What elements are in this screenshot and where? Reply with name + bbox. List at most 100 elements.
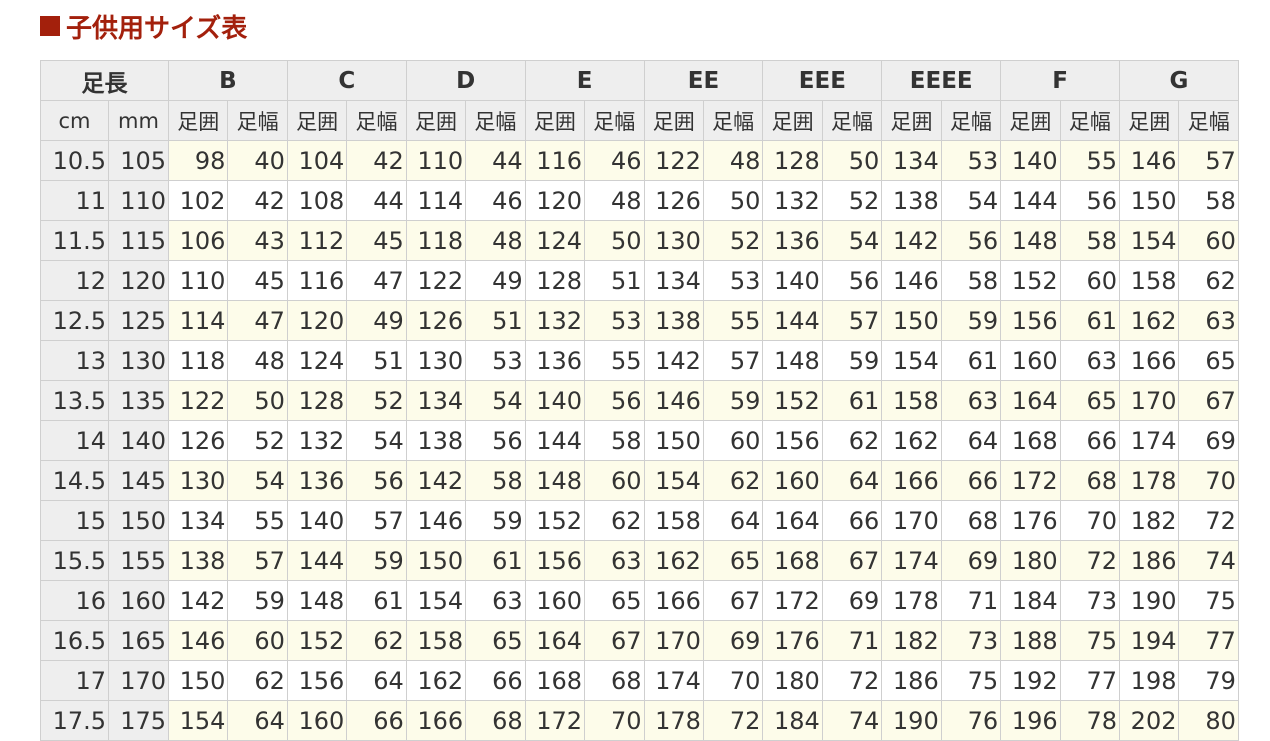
size-cell: 146 — [1119, 140, 1180, 181]
size-cell: 67 — [1178, 380, 1239, 421]
size-cell: 164 — [1000, 380, 1061, 421]
size-cell: 154 — [167, 700, 229, 741]
size-cell: 180 — [762, 660, 823, 701]
size-cell: 182 — [1119, 500, 1180, 541]
data-row: 13.5 135 122 50 128 52 134 54 140 56 146 59 152 61 158… — [40, 380, 1239, 421]
size-cell: 186 — [881, 660, 942, 701]
group-header: F — [1000, 60, 1121, 101]
size-cell: 62 — [346, 620, 407, 661]
size-cell: 132 — [286, 420, 348, 461]
size-cell: 180 — [1000, 540, 1061, 581]
size-cell: 57 — [821, 300, 883, 341]
data-row: 15 150 134 55 140 57 146 59 152 62 158 64 164 66 170 68… — [40, 500, 1239, 541]
size-cell: 106 — [167, 220, 229, 261]
subheader: 足囲 — [167, 100, 229, 141]
size-cell: 160 — [524, 580, 586, 621]
size-cell: 50 — [702, 180, 764, 221]
size-cell: 74 — [821, 700, 883, 741]
size-cell: 168 — [1000, 420, 1061, 461]
subheader: 足幅 — [584, 100, 645, 141]
size-cell: 65 — [584, 580, 645, 621]
data-row: 17 170 150 62 156 64 162 66 168 68 174 70 180 72 186 75… — [40, 660, 1239, 701]
subheader: 足囲 — [881, 100, 942, 141]
size-cell: 160 — [762, 460, 823, 501]
size-cell: 198 — [1119, 660, 1180, 701]
size-cell: 172 — [762, 580, 823, 621]
size-cell: 60 — [702, 420, 764, 461]
size-cell: 71 — [821, 620, 883, 661]
size-cell: 60 — [1059, 260, 1121, 301]
length-cell: 17 — [40, 660, 109, 701]
size-cell: 77 — [1059, 660, 1121, 701]
size-cell: 140 — [762, 260, 823, 301]
size-cell: 58 — [1178, 180, 1239, 221]
subheader: 足幅 — [940, 100, 1002, 141]
size-cell: 190 — [1119, 580, 1180, 621]
size-cell: 136 — [286, 460, 348, 501]
size-cell: 142 — [167, 580, 229, 621]
size-cell: 66 — [465, 660, 526, 701]
length-cell: 14 — [40, 420, 109, 461]
size-cell: 60 — [1178, 220, 1239, 261]
size-cell: 51 — [584, 260, 645, 301]
size-cell: 122 — [643, 140, 704, 181]
size-cell: 68 — [1059, 460, 1121, 501]
size-cell: 140 — [524, 380, 586, 421]
size-cell: 120 — [524, 180, 586, 221]
size-cell: 52 — [821, 180, 883, 221]
size-cell: 154 — [643, 460, 704, 501]
size-cell: 57 — [1178, 140, 1239, 181]
length-cell: 15 — [40, 500, 109, 541]
size-cell: 148 — [1000, 220, 1061, 261]
size-cell: 64 — [702, 500, 764, 541]
size-cell: 72 — [702, 700, 764, 741]
size-cell: 134 — [405, 380, 467, 421]
size-cell: 98 — [167, 140, 229, 181]
size-cell: 68 — [940, 500, 1002, 541]
size-cell: 118 — [167, 340, 229, 381]
size-cell: 118 — [405, 220, 467, 261]
size-cell: 56 — [584, 380, 645, 421]
subheader: 足囲 — [762, 100, 823, 141]
length-cell: 150 — [108, 500, 169, 541]
size-cell: 148 — [524, 460, 586, 501]
group-header: 足長 — [40, 60, 169, 101]
group-header: EEEE — [881, 60, 1002, 101]
length-cell: 12 — [40, 260, 109, 301]
size-cell: 44 — [346, 180, 407, 221]
size-cell: 176 — [1000, 500, 1061, 541]
size-cell: 174 — [1119, 420, 1180, 461]
size-cell: 162 — [881, 420, 942, 461]
size-cell: 61 — [346, 580, 407, 621]
length-cell: 13 — [40, 340, 109, 381]
subheader: 足囲 — [643, 100, 704, 141]
data-row: 17.5 175 154 64 160 66 166 68 172 70 178 72 184 74 190… — [40, 700, 1239, 741]
size-cell: 67 — [584, 620, 645, 661]
subheader: cm — [40, 100, 109, 141]
size-cell: 160 — [1000, 340, 1061, 381]
size-cell: 56 — [940, 220, 1002, 261]
length-cell: 165 — [108, 620, 169, 661]
size-cell: 154 — [1119, 220, 1180, 261]
length-cell: 12.5 — [40, 300, 109, 341]
size-cell: 150 — [881, 300, 942, 341]
size-cell: 70 — [1178, 460, 1239, 501]
size-cell: 66 — [821, 500, 883, 541]
data-row: 11 110 102 42 108 44 114 46 120 48 126 50 132 52 138 54… — [40, 180, 1239, 221]
data-row: 10.5 105 98 40 104 42 110 44 116 46 122 48 128 50 134 5… — [40, 140, 1239, 181]
length-cell: 140 — [108, 420, 169, 461]
size-cell: 144 — [524, 420, 586, 461]
subheader: mm — [108, 100, 169, 141]
size-cell: 146 — [881, 260, 942, 301]
length-cell: 11.5 — [40, 220, 109, 261]
size-cell: 128 — [762, 140, 823, 181]
size-cell: 132 — [524, 300, 586, 341]
size-cell: 55 — [227, 500, 288, 541]
group-header: G — [1119, 60, 1239, 101]
size-cell: 172 — [524, 700, 586, 741]
size-cell: 196 — [1000, 700, 1061, 741]
size-cell: 45 — [227, 260, 288, 301]
size-cell: 138 — [167, 540, 229, 581]
data-row: 14 140 126 52 132 54 138 56 144 58 150 60 156 62 162 64… — [40, 420, 1239, 461]
size-cell: 54 — [465, 380, 526, 421]
